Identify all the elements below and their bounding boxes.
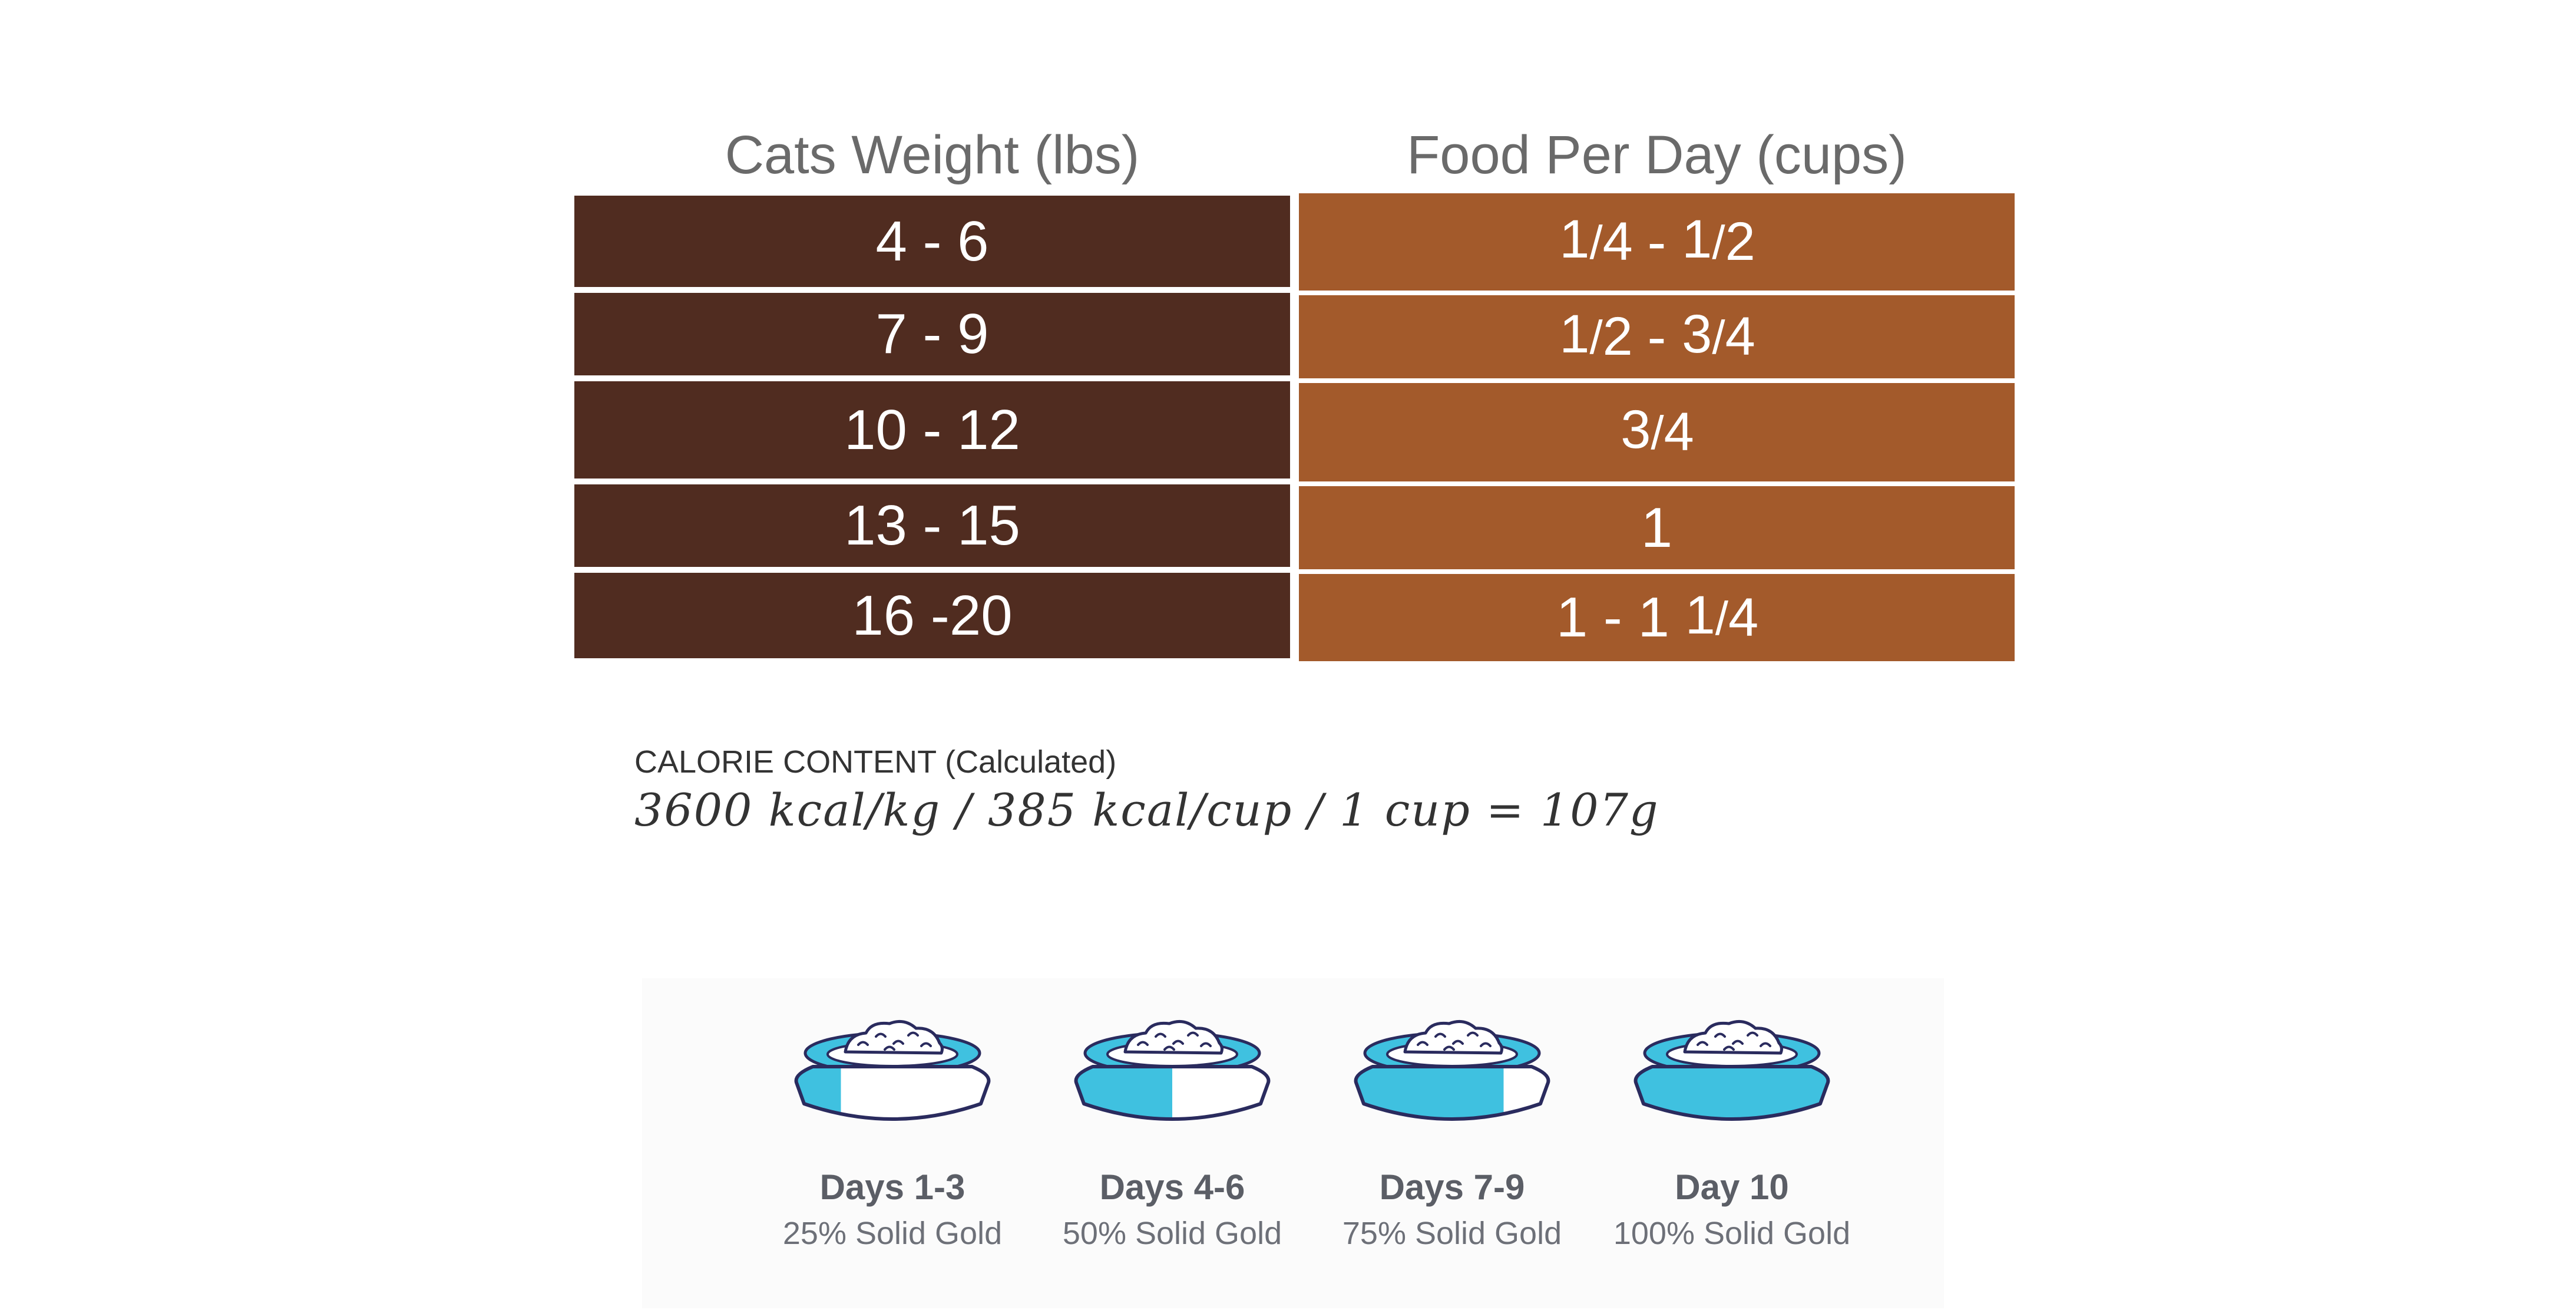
weight-cell: 16 -20 <box>574 573 1290 658</box>
food-cell: 1/2 - 3/4 <box>1299 295 2015 378</box>
food-bowl-icon <box>1074 1019 1271 1121</box>
weight-cell: 13 - 15 <box>574 484 1290 567</box>
weight-cell: 4 - 6 <box>574 196 1290 287</box>
fraction: 1/2 <box>1559 304 1633 367</box>
fraction: 1/4 <box>1559 209 1633 272</box>
transition-step-title: Days 1-3 <box>819 1167 965 1207</box>
transition-step-subtitle: 75% Solid Gold <box>1342 1216 1562 1251</box>
food-column-header: Food Per Day (cups) <box>1407 124 1907 185</box>
transition-step-subtitle: 25% Solid Gold <box>782 1216 1003 1251</box>
fraction: 1/2 <box>1682 209 1755 272</box>
food-column: 1/4 - 1/2 1/2 - 3/4 3/4 1 1 - 1 1/4 <box>1299 193 2015 661</box>
transition-step-title: Days 4-6 <box>1099 1167 1245 1207</box>
food-bowl-icon <box>1354 1019 1550 1121</box>
food-cell: 1 <box>1299 486 2015 569</box>
fraction: 1/4 <box>1685 585 1759 648</box>
weight-cell: 7 - 9 <box>574 293 1290 375</box>
weight-column: 4 - 6 7 - 9 10 - 12 13 - 15 16 -20 <box>574 196 1290 658</box>
transition-step: Days 1-3 25% Solid Gold <box>769 978 1016 1308</box>
food-cell: 1 - 1 1/4 <box>1299 574 2015 661</box>
weight-column-header: Cats Weight (lbs) <box>725 124 1140 185</box>
weight-cell: 10 - 12 <box>574 381 1290 479</box>
food-bowl-icon <box>1633 1019 1830 1121</box>
calorie-content-values: 3600 kcal/kg / 385 kcal/cup / 1 cup = 10… <box>634 784 1659 836</box>
fraction: 3/4 <box>1621 400 1694 462</box>
transition-step-subtitle: 50% Solid Gold <box>1062 1216 1282 1251</box>
transition-step-title: Day 10 <box>1675 1167 1789 1207</box>
transition-step: Days 7-9 75% Solid Gold <box>1328 978 1576 1308</box>
transition-schedule: Days 1-3 25% Solid Gold Days 4-6 50% Solid … <box>642 978 1944 1308</box>
transition-step-title: Days 7-9 <box>1379 1167 1525 1207</box>
food-cell: 3/4 <box>1299 383 2015 481</box>
transition-step-subtitle: 100% Solid Gold <box>1613 1216 1851 1251</box>
transition-step: Day 10 100% Solid Gold <box>1608 978 1856 1308</box>
transition-step: Days 4-6 50% Solid Gold <box>1049 978 1296 1308</box>
fraction: 3/4 <box>1682 304 1755 367</box>
calorie-content-label: CALORIE CONTENT (Calculated) <box>634 744 1117 780</box>
food-bowl-icon <box>794 1019 991 1121</box>
food-cell: 1/4 - 1/2 <box>1299 193 2015 291</box>
